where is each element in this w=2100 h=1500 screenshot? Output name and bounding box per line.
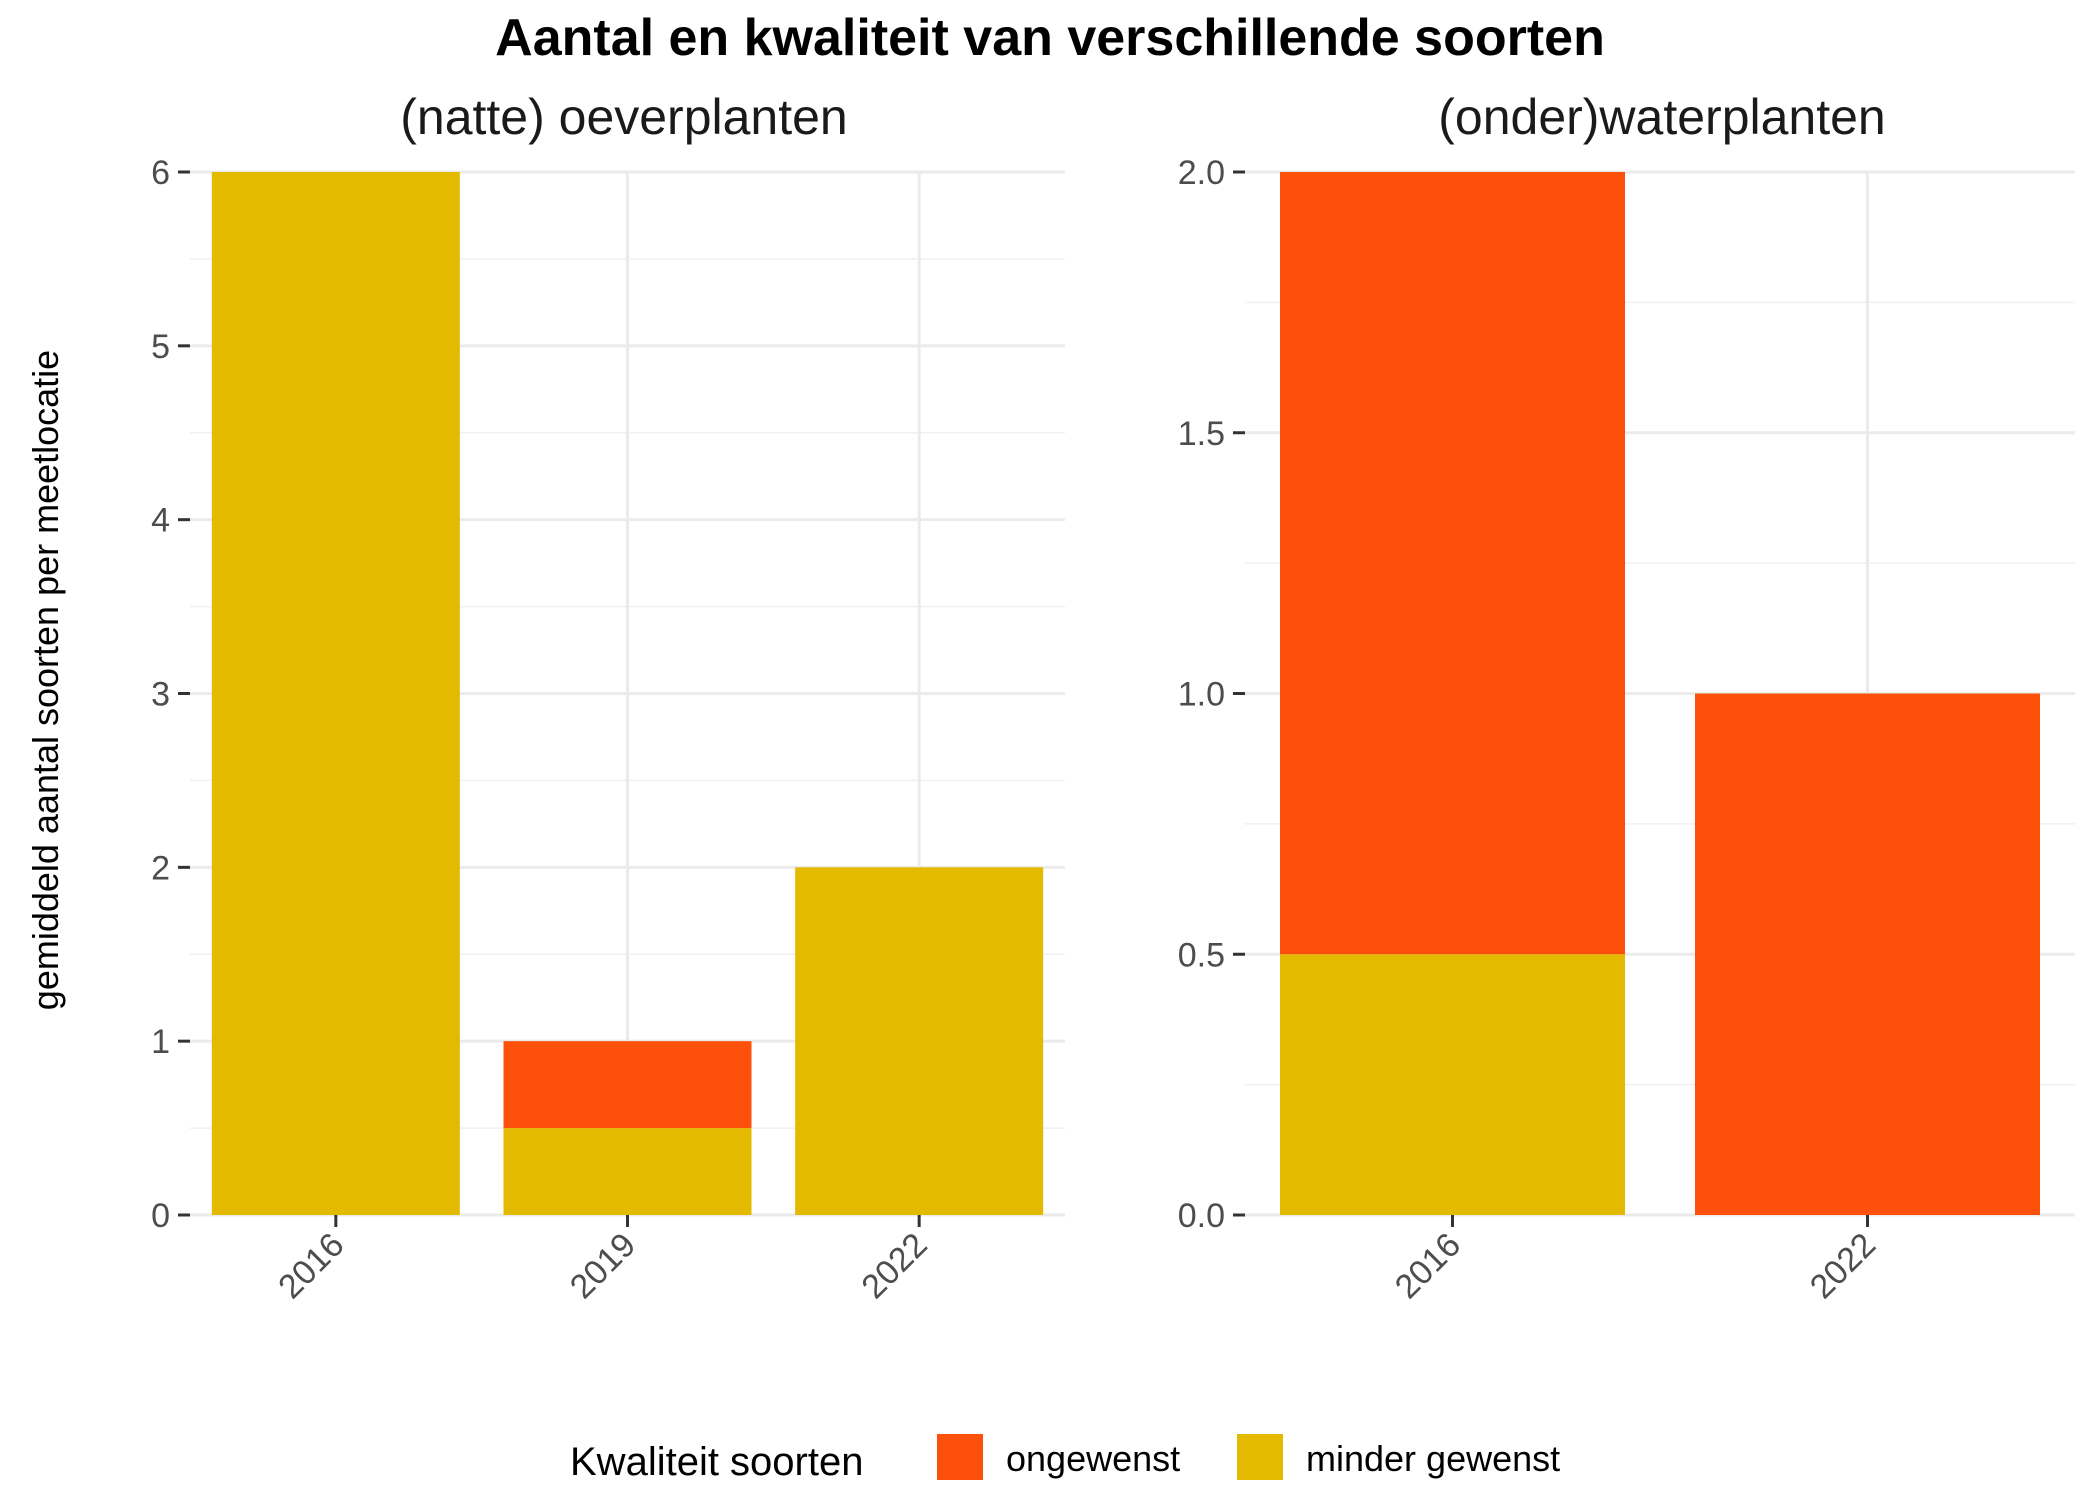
y-tick-label: 5	[151, 328, 170, 366]
legend-label-minder-gewenst: minder gewenst	[1306, 1438, 1560, 1479]
bar-2022-minder-gewenst	[795, 867, 1044, 1215]
y-tick-label: 3	[151, 676, 170, 714]
y-axis-label: gemiddeld aantal soorten per meetlocatie	[25, 350, 66, 1010]
y-tick-label: 2	[151, 849, 170, 887]
legend-label-ongewenst: ongewenst	[1006, 1438, 1180, 1479]
y-tick-label: 0	[151, 1197, 170, 1235]
legend-swatch-ongewenst	[937, 1434, 983, 1480]
bar-2016-minder-gewenst	[211, 172, 460, 1215]
bar-2016-ongewenst	[1280, 172, 1625, 955]
bar-2019-minder-gewenst	[503, 1128, 752, 1215]
x-tick-label: 2022	[854, 1226, 934, 1306]
y-tick-label: 0.5	[1178, 936, 1225, 974]
y-tick-label: 1.5	[1178, 415, 1225, 453]
bar-2016-minder-gewenst	[1280, 954, 1625, 1215]
panel-title-right: (onder)waterplanten	[1438, 89, 1886, 145]
panel-oeverplanten: 0 1 2 3 4 5 6 2016 2019 2022	[151, 154, 1065, 1306]
x-tick-label: 2019	[563, 1226, 643, 1306]
y-tick-label: 4	[151, 502, 170, 540]
legend-title: Kwaliteit soorten	[570, 1440, 863, 1484]
y-tick-label: 1.0	[1178, 676, 1225, 714]
y-tick-label: 2.0	[1178, 154, 1225, 192]
panel-title-left: (natte) oeverplanten	[400, 89, 848, 145]
bar-2019-ongewenst	[503, 1041, 752, 1129]
y-tick-label: 1	[151, 1023, 170, 1061]
x-tick-label: 2016	[271, 1226, 351, 1306]
legend-swatch-minder-gewenst	[1237, 1434, 1283, 1480]
bar-2022-ongewenst	[1695, 693, 2040, 1215]
panel-waterplanten: 0.0 0.5 1.0 1.5 2.0 2016 2022	[1178, 154, 2075, 1306]
y-tick-label: 0.0	[1178, 1197, 1225, 1235]
x-tick-label: 2016	[1388, 1226, 1468, 1306]
legend: Kwaliteit soorten ongewenst minder gewen…	[570, 1434, 1560, 1484]
y-tick-label: 6	[151, 154, 170, 192]
chart-title: Aantal en kwaliteit van verschillende so…	[495, 9, 1605, 67]
x-tick-label: 2022	[1803, 1226, 1883, 1306]
